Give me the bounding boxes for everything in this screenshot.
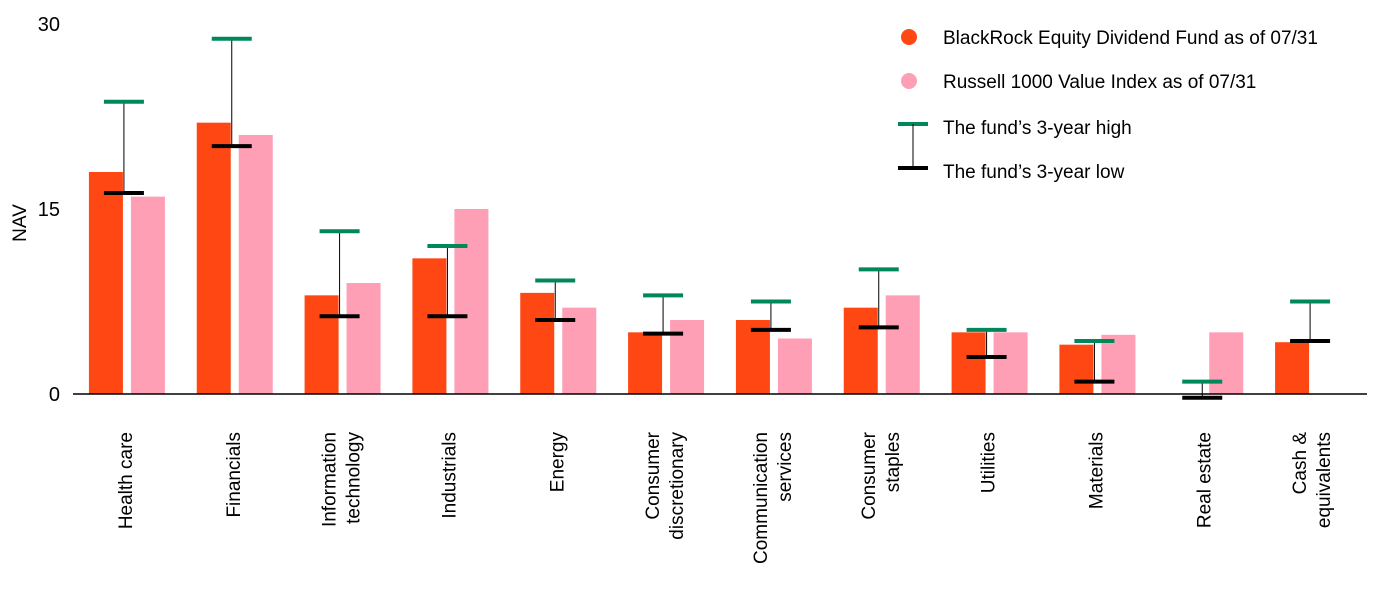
fund-bar (843, 307, 878, 394)
index-bar (1209, 332, 1244, 394)
legend: BlackRock Equity Dividend Fund as of 07/… (898, 28, 1318, 183)
category-label: Utilities (979, 432, 1000, 493)
fund-bar (1059, 344, 1094, 394)
fund-bar (951, 332, 986, 394)
category-label-line: staples (883, 432, 904, 492)
category-label-line: services (775, 432, 796, 502)
category-label-line: Materials (1086, 432, 1107, 509)
fund-bar (88, 172, 123, 394)
y-tick-label: 0 (49, 384, 60, 406)
category-label-line: equivalents (1314, 432, 1335, 528)
fund-bar (628, 332, 663, 394)
category-label-line: Health care (116, 432, 137, 529)
legend-high-label: The fund’s 3-year high (943, 118, 1132, 139)
category-label: Consumer discretionary (643, 431, 688, 539)
category-label-line: Financials (224, 432, 245, 518)
category-label-line: technology (344, 432, 365, 524)
index-bar (1101, 334, 1136, 394)
index-bar (885, 295, 920, 394)
y-tick-label: 30 (38, 14, 60, 36)
legend-low-label: The fund’s 3-year low (943, 162, 1125, 183)
fund-bar (304, 295, 339, 394)
legend-index-label: Russell 1000 Value Index as of 07/31 (943, 72, 1256, 93)
fund-bar (196, 122, 231, 395)
category-label-line: Consumer (643, 431, 664, 519)
y-tick-label: 15 (38, 199, 60, 221)
category-label-line: Cash & (1290, 432, 1311, 495)
legend-fund-label: BlackRock Equity Dividend Fund as of 07/… (943, 28, 1318, 49)
category-label: Materials (1086, 432, 1107, 509)
category-label-line: discretionary (667, 432, 688, 540)
category-label-line: Industrials (439, 432, 460, 519)
category-label: Financials (224, 432, 245, 518)
index-bar (454, 209, 489, 394)
fund-bar (735, 320, 770, 394)
legend-fund-marker (901, 29, 917, 45)
bars (88, 122, 1310, 395)
index-bar (562, 307, 597, 394)
category-label: Communication services (751, 432, 796, 564)
index-bar (993, 332, 1028, 394)
category-label-line: Consumer (859, 431, 880, 519)
fund-bar (412, 258, 447, 394)
fund-bar (520, 292, 555, 394)
category-label: Information technology (320, 432, 365, 528)
category-label-line: Real estate (1194, 432, 1215, 528)
category-labels: Health care Financials Information technolo… (116, 431, 1335, 564)
category-label-line: Information (320, 432, 341, 527)
legend-index-marker (901, 73, 917, 89)
index-bar (777, 338, 812, 394)
category-label: Consumer staples (859, 431, 904, 519)
index-bar (130, 196, 165, 394)
y-axis-title: NAV (10, 204, 31, 242)
category-label: Cash & equivalents (1290, 432, 1335, 528)
y-axis: 0 15 30 (38, 14, 60, 406)
category-label: Industrials (439, 432, 460, 519)
fund-bar (1275, 342, 1310, 394)
category-label: Energy (547, 432, 568, 493)
category-label: Health care (116, 432, 137, 529)
category-label-line: Communication (751, 432, 772, 564)
index-bar (238, 135, 273, 394)
index-bar (670, 320, 705, 394)
ranges (103, 36, 1331, 400)
category-label-line: Utilities (979, 432, 1000, 493)
category-label-line: Energy (547, 432, 568, 493)
category-label: Real estate (1194, 432, 1215, 528)
index-bar (346, 283, 381, 394)
